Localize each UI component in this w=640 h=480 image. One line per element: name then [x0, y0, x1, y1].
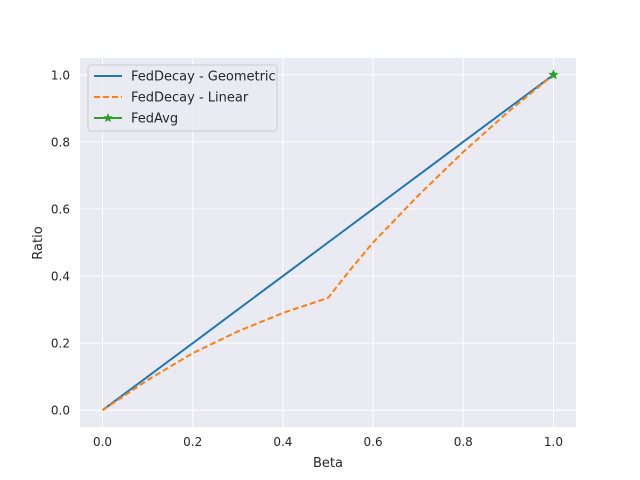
y-tick-label: 0.4 [51, 270, 70, 284]
series-line-geometric [101, 73, 555, 412]
x-tick-label: 0.2 [183, 435, 202, 449]
legend-marker-fedavg [103, 113, 113, 123]
x-tick-label: 0.6 [364, 435, 383, 449]
y-axis-label: Ratio [31, 226, 46, 259]
x-tick-labels: 0.0 0.2 0.4 0.6 0.8 1.0 [93, 435, 563, 449]
legend-label-geometric: FedDecay - Geometric [131, 70, 276, 85]
y-tick-label: 0.8 [51, 135, 70, 149]
x-tick-label: 0.4 [273, 435, 292, 449]
series-line-linear [101, 73, 555, 412]
y-tick-label: 1.0 [51, 68, 70, 82]
legend: FedDecay - Geometric FedDecay - Linear F… [87, 64, 278, 132]
legend-label-fedavg: FedAvg [131, 112, 178, 127]
legend-box [87, 64, 278, 132]
legend-label-linear: FedDecay - Linear [131, 91, 249, 106]
y-tick-label: 0.2 [51, 337, 70, 351]
y-tick-label: 0.0 [51, 404, 70, 418]
x-tick-label: 0.0 [93, 435, 112, 449]
y-tick-labels: 0.0 0.2 0.4 0.6 0.8 1.0 [51, 68, 70, 417]
x-tick-label: 0.8 [454, 435, 473, 449]
data-point-marker [548, 69, 559, 80]
y-tick-label: 0.6 [51, 202, 70, 216]
series-lines [101, 69, 559, 412]
x-tick-label: 1.0 [544, 435, 563, 449]
x-axis-label: Beta [313, 456, 343, 471]
grid [80, 58, 576, 427]
